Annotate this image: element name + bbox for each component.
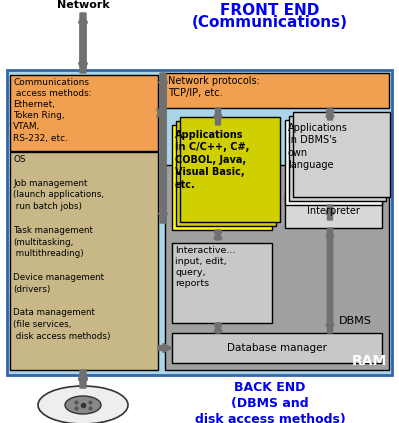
- Text: Applications
in DBMS's
own
language: Applications in DBMS's own language: [288, 123, 348, 170]
- FancyArrow shape: [326, 108, 334, 120]
- Bar: [293, 112, 390, 197]
- Bar: [10, 75, 158, 151]
- FancyArrow shape: [214, 108, 222, 125]
- FancyArrow shape: [326, 108, 334, 120]
- FancyArrow shape: [79, 13, 87, 73]
- Bar: [172, 125, 272, 230]
- Text: Interpreter: Interpreter: [306, 206, 359, 216]
- Bar: [285, 120, 382, 205]
- FancyArrow shape: [326, 228, 334, 333]
- Bar: [172, 243, 272, 323]
- Bar: [165, 73, 389, 108]
- Text: Applications
in C/C++, C#,
COBOL, Java,
Visual Basic,
etc.: Applications in C/C++, C#, COBOL, Java, …: [175, 130, 249, 190]
- FancyArrow shape: [326, 228, 334, 333]
- FancyArrow shape: [214, 323, 222, 333]
- Bar: [285, 193, 382, 228]
- Text: BACK END
(DBMS and
disk access methods): BACK END (DBMS and disk access methods): [195, 381, 346, 423]
- Ellipse shape: [65, 396, 101, 414]
- Text: (Communications): (Communications): [192, 15, 348, 30]
- Bar: [7, 70, 392, 375]
- FancyArrow shape: [157, 109, 165, 118]
- Text: Interactive...
input, edit,
query,
reports: Interactive... input, edit, query, repor…: [175, 246, 235, 288]
- FancyArrow shape: [214, 108, 222, 125]
- FancyArrow shape: [158, 343, 172, 352]
- Bar: [176, 121, 276, 226]
- FancyArrow shape: [79, 370, 87, 388]
- FancyArrow shape: [79, 13, 87, 73]
- Ellipse shape: [38, 386, 128, 423]
- Bar: [289, 116, 386, 201]
- Bar: [172, 333, 382, 363]
- Text: Network protocols:
TCP/IP, etc.: Network protocols: TCP/IP, etc.: [168, 76, 260, 99]
- FancyArrow shape: [158, 109, 166, 118]
- Bar: [180, 117, 280, 222]
- FancyArrow shape: [214, 230, 222, 240]
- FancyArrow shape: [214, 323, 222, 333]
- FancyArrow shape: [326, 205, 334, 220]
- Text: Communications
 access methods:
Ethernet,
Token Ring,
VTAM,
RS-232, etc.: Communications access methods: Ethernet,…: [13, 78, 92, 143]
- FancyArrow shape: [214, 230, 222, 240]
- Text: DBMS: DBMS: [339, 316, 371, 326]
- Text: FRONT END: FRONT END: [220, 3, 320, 18]
- Text: Database manager: Database manager: [227, 343, 327, 353]
- Bar: [165, 165, 389, 370]
- Text: Network: Network: [57, 0, 109, 10]
- Text: RAM: RAM: [352, 354, 387, 368]
- FancyArrow shape: [158, 73, 168, 223]
- FancyArrow shape: [158, 73, 168, 223]
- Bar: [10, 152, 158, 370]
- Text: OS

Job management
(launch applications,
 run batch jobs)

Task management
(mult: OS Job management (launch applications, …: [13, 155, 111, 341]
- FancyArrow shape: [326, 205, 334, 220]
- FancyArrow shape: [79, 370, 87, 388]
